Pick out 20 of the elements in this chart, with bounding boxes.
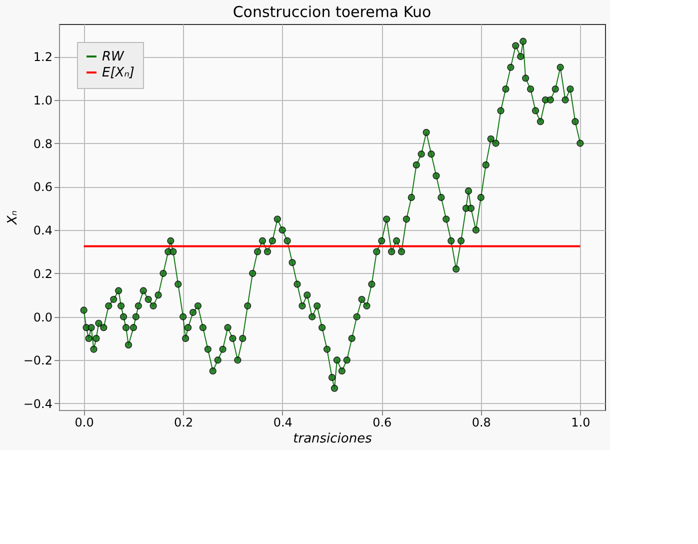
x-tick-label: 0.6	[372, 416, 392, 430]
y-axis-title: Xₙ	[5, 210, 20, 226]
x-tick-label: 0.8	[472, 416, 491, 430]
x-tick-label: 0.2	[174, 416, 194, 430]
y-tick-label: 0.0	[33, 310, 52, 324]
y-tick-label: −0.2	[23, 354, 52, 368]
x-tick-label: 0.0	[74, 416, 94, 430]
chart-title: Construccion toerema Kuo	[232, 3, 432, 21]
y-tick-label: 0.6	[33, 180, 52, 194]
y-tick-label: 0.4	[33, 224, 52, 238]
y-tick-label: 1.2	[33, 50, 52, 64]
legend-label: E[Xₙ]	[102, 66, 134, 80]
y-tick-label: 0.8	[33, 136, 52, 151]
y-tick-label: 0.2	[33, 266, 52, 281]
legend-label: RW	[102, 50, 126, 64]
x-tick-label: 0.4	[273, 416, 292, 430]
x-tick-label: 1.0	[571, 416, 590, 430]
y-tick-label: 1.0	[33, 93, 52, 108]
y-tick-label: −0.4	[23, 396, 52, 411]
x-axis-title: transiciones	[293, 432, 372, 446]
